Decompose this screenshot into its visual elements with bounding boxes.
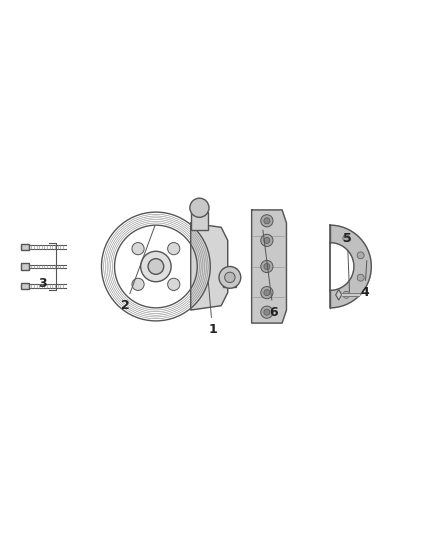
Polygon shape xyxy=(342,294,359,296)
Text: 1: 1 xyxy=(208,282,217,336)
Circle shape xyxy=(168,278,180,290)
Circle shape xyxy=(261,261,273,272)
Bar xyxy=(21,244,29,250)
Circle shape xyxy=(343,292,350,298)
Text: 2: 2 xyxy=(121,225,155,312)
Circle shape xyxy=(261,287,273,298)
Polygon shape xyxy=(191,223,228,310)
Circle shape xyxy=(343,235,350,241)
Circle shape xyxy=(168,243,180,255)
Bar xyxy=(223,268,237,287)
Circle shape xyxy=(264,289,270,296)
Circle shape xyxy=(357,274,364,281)
Circle shape xyxy=(261,235,273,246)
Circle shape xyxy=(261,306,273,318)
Bar xyxy=(21,263,29,270)
Circle shape xyxy=(264,237,270,244)
Circle shape xyxy=(132,243,144,255)
Circle shape xyxy=(357,252,364,259)
Polygon shape xyxy=(330,225,371,308)
Bar xyxy=(191,212,208,230)
Circle shape xyxy=(264,263,270,270)
Circle shape xyxy=(148,259,164,274)
Circle shape xyxy=(219,266,241,288)
Text: 5: 5 xyxy=(343,232,352,292)
Circle shape xyxy=(225,272,235,282)
Polygon shape xyxy=(252,210,286,323)
Circle shape xyxy=(264,309,270,315)
Circle shape xyxy=(261,215,273,227)
Text: 3: 3 xyxy=(39,277,47,289)
Text: 4: 4 xyxy=(360,261,369,299)
Circle shape xyxy=(190,198,209,217)
Polygon shape xyxy=(336,289,342,300)
Circle shape xyxy=(264,218,270,224)
Bar xyxy=(21,283,29,289)
Text: 6: 6 xyxy=(263,230,278,319)
Circle shape xyxy=(132,278,144,290)
Circle shape xyxy=(141,251,171,282)
